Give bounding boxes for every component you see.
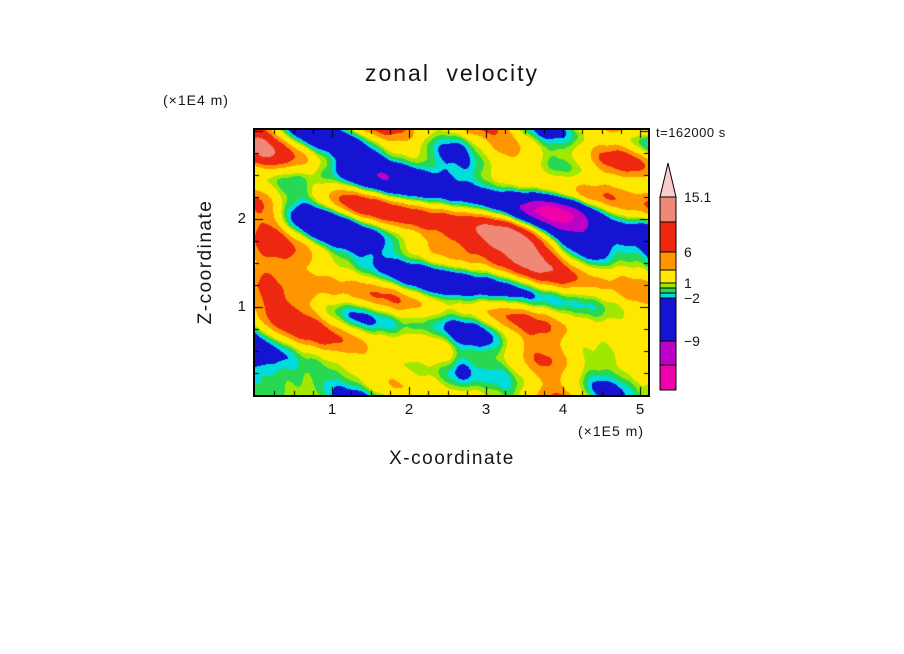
colorbar-segment	[659, 292, 677, 299]
colorbar-arrow	[659, 162, 677, 198]
y-tick-label: 1	[237, 298, 246, 315]
colorbar-segment	[659, 269, 677, 284]
colorbar-segment	[659, 221, 677, 253]
contour-field	[255, 130, 648, 395]
colorbar-segment	[659, 340, 677, 366]
colorbar	[659, 162, 677, 391]
plot-frame	[253, 128, 650, 397]
x-axis-title: X-coordinate	[389, 448, 515, 469]
colorbar-segment	[659, 196, 677, 223]
colorbar-segment	[659, 287, 677, 294]
colorbar-segment	[659, 364, 677, 391]
chart-title: zonal velocity	[364, 60, 540, 86]
colorbar-segment	[659, 297, 677, 342]
x-tick-label: 4	[558, 401, 568, 418]
colorbar-segment	[659, 251, 677, 271]
y-axis-unit: (×1E4 m)	[163, 92, 229, 108]
colorbar-label: 1	[684, 275, 692, 291]
colorbar-label: −2	[684, 290, 700, 306]
x-axis-unit: (×1E5 m)	[578, 423, 644, 439]
time-annotation: t=162000 s	[656, 125, 726, 140]
colorbar-segment	[659, 282, 677, 289]
x-tick-label: 3	[481, 401, 491, 418]
x-tick-label: 1	[327, 401, 337, 418]
colorbar-label: 15.1	[684, 189, 712, 205]
colorbar-label: −9	[684, 333, 700, 349]
colorbar-label: 6	[684, 244, 692, 260]
x-tick-label: 5	[635, 401, 645, 418]
x-tick-label: 2	[404, 401, 414, 418]
y-tick-label: 2	[237, 210, 246, 227]
